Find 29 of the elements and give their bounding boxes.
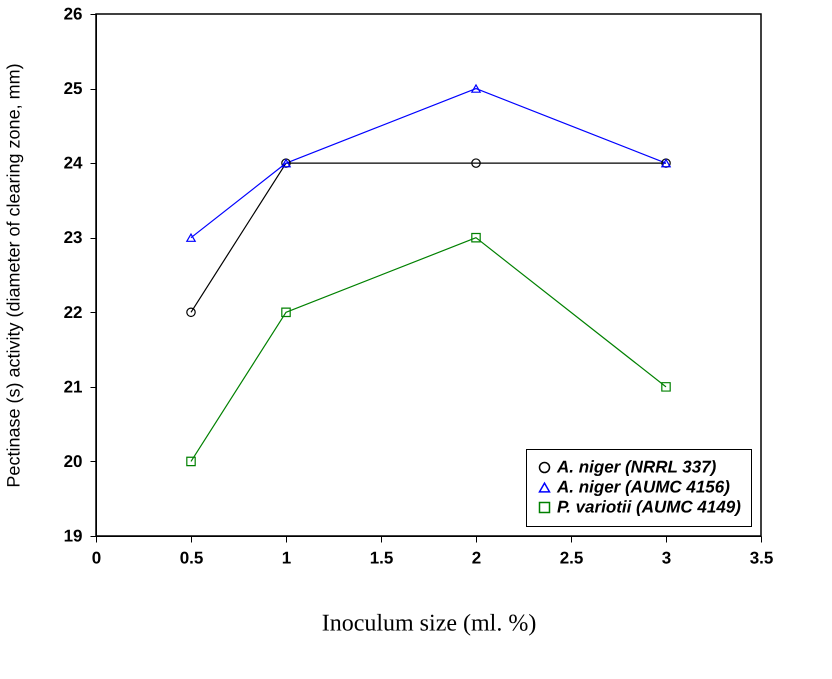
point — [186, 308, 196, 318]
x-tick-label: 0.5 — [180, 548, 204, 568]
y-tick-label: 21 — [64, 377, 82, 396]
point — [281, 308, 291, 318]
point — [186, 456, 196, 466]
y-tick-label: 23 — [64, 228, 82, 248]
x-tick-label: 3.5 — [750, 548, 774, 568]
y-tick-label: 25 — [64, 79, 82, 98]
x-tick-label: 1 — [282, 548, 292, 568]
y-tick-label: 20 — [64, 452, 82, 471]
y-tick-label: 26 — [64, 4, 82, 24]
point — [471, 232, 481, 242]
x-tick-label: 1.5 — [370, 548, 394, 568]
y-tick-label: 24 — [64, 154, 84, 173]
point — [471, 84, 481, 93]
x-tick-label: 3 — [662, 548, 672, 568]
legend-label: A. niger (NRRL 337) — [556, 458, 717, 476]
x-tick-label: 0 — [92, 548, 102, 568]
point — [661, 382, 671, 392]
point — [471, 158, 481, 168]
x-tick-label: 2.5 — [560, 548, 584, 568]
y-tick-label: 22 — [64, 302, 82, 322]
x-tick-label: 2 — [472, 548, 482, 568]
legend-label: P. variotii (AUMC 4149) — [557, 498, 742, 516]
legend-label: A. niger (AUMC 4156) — [556, 478, 730, 496]
point — [186, 233, 196, 242]
y-axis-title: Pectinase (s) activity (diameter of clearing zone, mm) — [4, 63, 24, 488]
x-axis-title: Inoculum size (ml. %) — [322, 610, 536, 636]
y-tick-label: 19 — [64, 526, 82, 546]
